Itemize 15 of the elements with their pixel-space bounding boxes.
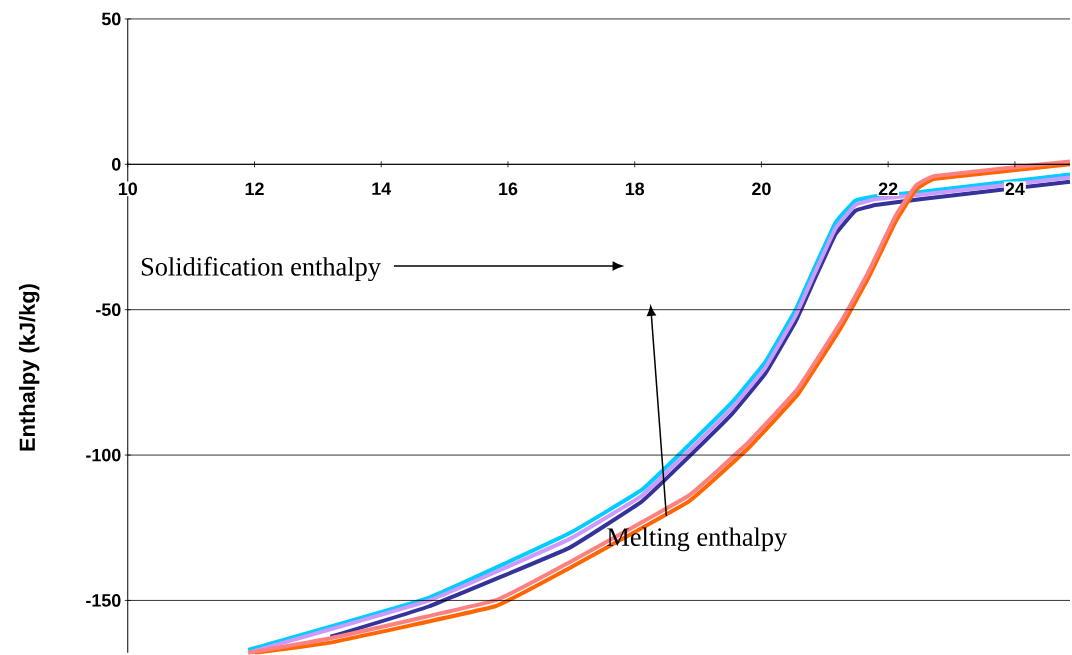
x-tick-label: 16 — [499, 182, 518, 196]
y-tick-label: -50 — [96, 303, 121, 317]
x-tick-label: 14 — [372, 182, 392, 195]
y-axis-title: Enthalpy (kJ/kg) — [18, 284, 40, 451]
x-tick-label: 10 — [118, 182, 137, 196]
y-tick-label: 50 — [101, 12, 121, 26]
x-tick-label: 22 — [878, 182, 898, 196]
x-tick-label: 24 — [1005, 182, 1025, 196]
annotation: Solidification enthalpy — [141, 256, 381, 282]
x-tick-label: 12 — [245, 182, 264, 196]
y-tick-label: -150 — [86, 594, 121, 607]
x-tick-label: 20 — [752, 182, 771, 196]
y-tick-label: -100 — [86, 448, 121, 462]
y-tick-label: 0 — [112, 158, 121, 171]
x-tick-label: 18 — [625, 182, 645, 196]
